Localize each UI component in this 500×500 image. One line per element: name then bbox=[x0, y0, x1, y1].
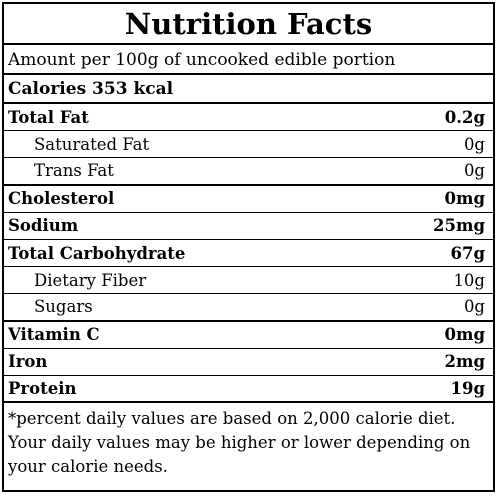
nutrient-row: Saturated Fat 0g bbox=[4, 131, 493, 159]
nutrient-value: 67g bbox=[450, 243, 486, 263]
nutrition-label: Nutrition Facts Amount per 100g of uncoo… bbox=[2, 2, 495, 492]
nutrient-label: Saturated Fat bbox=[34, 134, 150, 154]
nutrient-label: Trans Fat bbox=[34, 161, 114, 181]
serving-info: Amount per 100g of uncooked edible porti… bbox=[4, 45, 493, 75]
nutrient-value: 0.2g bbox=[444, 107, 485, 127]
nutrient-label: Vitamin C bbox=[8, 325, 100, 345]
nutrient-label: Total Fat bbox=[8, 107, 89, 127]
nutrient-value: 0g bbox=[463, 161, 485, 181]
nutrient-value: 19g bbox=[450, 378, 486, 398]
nutrient-label: Sodium bbox=[8, 216, 79, 236]
nutrient-label: Sugars bbox=[34, 297, 93, 317]
nutrient-value: 0g bbox=[463, 297, 485, 317]
nutrient-row: Protein 19g bbox=[4, 376, 493, 404]
nutrient-row: Trans Fat 0g bbox=[4, 158, 493, 186]
nutrient-label: Total Carbohydrate bbox=[8, 243, 186, 263]
nutrient-row: Total Fat 0.2g bbox=[4, 104, 493, 132]
nutrient-row: Dietary Fiber 10g bbox=[4, 267, 493, 295]
nutrient-label: Protein bbox=[8, 378, 77, 398]
nutrient-label: Dietary Fiber bbox=[34, 270, 147, 290]
nutrient-value: 0mg bbox=[444, 189, 485, 209]
nutrient-row: Cholesterol 0mg bbox=[4, 186, 493, 213]
nutrient-value: 2mg bbox=[444, 352, 485, 372]
nutrient-row: Sodium 25mg bbox=[4, 213, 493, 240]
nutrient-value: 0g bbox=[463, 134, 485, 154]
nutrient-value: 0mg bbox=[444, 325, 485, 345]
nutrient-label: Cholesterol bbox=[8, 189, 115, 209]
calories-line: Calories 353 kcal bbox=[4, 75, 493, 104]
nutrient-row: Vitamin C 0mg bbox=[4, 322, 493, 349]
nutrient-label: Iron bbox=[8, 352, 48, 372]
nutrient-row: Sugars 0g bbox=[4, 294, 493, 322]
nutrient-list: Total Fat 0.2g Saturated Fat 0g Trans Fat 0g C… bbox=[4, 104, 493, 404]
label-title: Nutrition Facts bbox=[4, 4, 493, 45]
footnote: *percent daily values are based on 2,000… bbox=[8, 409, 471, 477]
nutrient-row: Iron 2mg bbox=[4, 349, 493, 376]
nutrient-value: 25mg bbox=[433, 216, 485, 236]
nutrient-value: 10g bbox=[453, 270, 485, 290]
nutrient-row: Total Carbohydrate 67g bbox=[4, 240, 493, 268]
